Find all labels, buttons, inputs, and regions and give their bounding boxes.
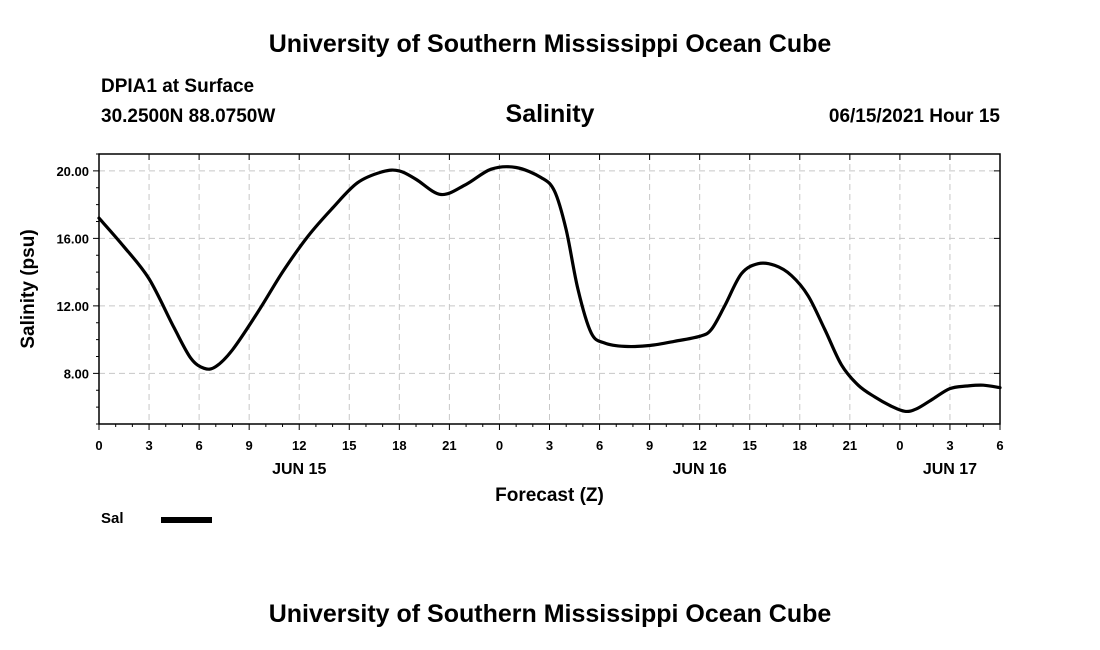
y-tick-label: 8.00 (64, 366, 89, 381)
legend-swatch (161, 517, 212, 523)
x-tick-label: 21 (843, 438, 857, 453)
x-tick-label: 18 (793, 438, 807, 453)
x-tick-label: 3 (145, 438, 152, 453)
x-tick-label: 15 (742, 438, 756, 453)
variable-title: Salinity (505, 100, 595, 128)
x-tick-label: 0 (896, 438, 903, 453)
x-tick-label: 15 (342, 438, 356, 453)
y-tick-label: 12.00 (56, 299, 89, 314)
x-tick-label: 6 (996, 438, 1003, 453)
footer-title: University of Southern Mississippi Ocean… (268, 600, 832, 628)
x-tick-label: 3 (946, 438, 953, 453)
day-label: JUN 16 (673, 461, 727, 478)
x-tick-label: 12 (692, 438, 706, 453)
x-tick-label: 9 (246, 438, 253, 453)
day-label: JUN 17 (923, 461, 977, 478)
series-line-sal (97, 165, 1002, 414)
x-tick-label: 6 (195, 438, 202, 453)
x-tick-label: 6 (596, 438, 603, 453)
chart-title: University of Southern Mississippi Ocean… (268, 30, 832, 58)
x-tick-label: 9 (646, 438, 653, 453)
forecast-datetime: 06/15/2021 Hour 15 (828, 106, 1000, 127)
x-tick-label: 21 (442, 438, 456, 453)
day-label: JUN 15 (272, 461, 326, 478)
legend-label: Sal (101, 510, 124, 527)
y-axis-title: Salinity (psu) (18, 229, 39, 348)
x-tick-label: 0 (496, 438, 503, 453)
x-tick-label: 12 (292, 438, 306, 453)
x-tick-label: 0 (95, 438, 102, 453)
x-tick-label: 18 (392, 438, 406, 453)
y-tick-label: 20.00 (56, 164, 89, 179)
station-coordinates: 30.2500N 88.0750W (101, 106, 276, 127)
y-tick-label: 16.00 (56, 231, 89, 246)
station-name: DPIA1 at Surface (101, 76, 255, 97)
x-tick-label: 3 (546, 438, 553, 453)
x-axis-title: Forecast (Z) (495, 485, 604, 506)
